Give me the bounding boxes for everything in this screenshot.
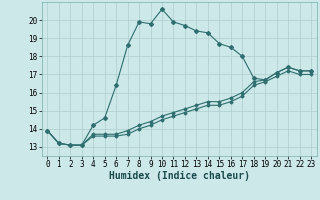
X-axis label: Humidex (Indice chaleur): Humidex (Indice chaleur) (109, 171, 250, 181)
